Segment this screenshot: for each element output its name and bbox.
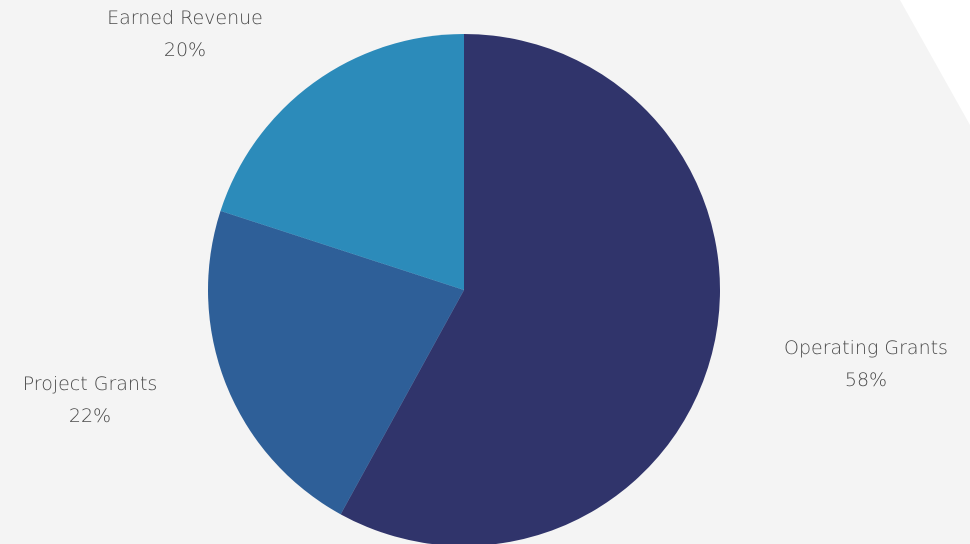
pie-slice-operating-grants bbox=[340, 34, 720, 544]
corner-accent bbox=[900, 0, 970, 125]
pie-slice-project-grants bbox=[208, 210, 464, 515]
slice-category-label: Operating Grants bbox=[784, 337, 948, 359]
slice-category-label: Earned Revenue bbox=[107, 7, 263, 29]
pie-slice-earned-revenue bbox=[220, 34, 464, 290]
pie-labels: Operating Grants 58% Project Grants 22% Earn… bbox=[23, 7, 948, 427]
slice-value-label: 20% bbox=[164, 39, 206, 61]
pie-slices bbox=[208, 34, 720, 544]
slice-value-label: 58% bbox=[845, 369, 887, 391]
slice-category-label: Project Grants bbox=[23, 373, 158, 395]
slice-value-label: 22% bbox=[69, 405, 111, 427]
